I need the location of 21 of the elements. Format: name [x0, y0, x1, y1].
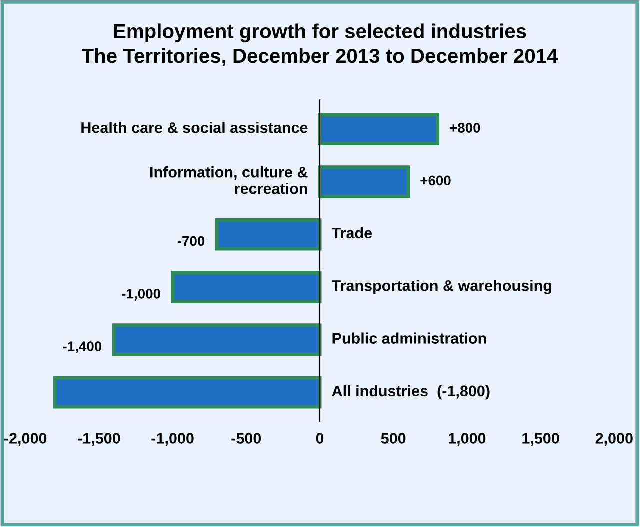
y-tick-label: Transportation & warehousing: [332, 280, 552, 294]
x-tick-label: 1,500: [522, 433, 560, 446]
y-tick-label: Public administration: [332, 332, 486, 344]
x-tick-label: -2,000: [4, 433, 47, 446]
chart-title: Employment growth for selected industries The Territories, December 2013 to December 2014: [82, 24, 558, 66]
x-tick-label: 2,000: [596, 433, 633, 446]
x-tick-label: -1,000: [152, 433, 194, 446]
data-label: -1,000: [122, 288, 160, 301]
data-label: +800: [450, 123, 480, 133]
data-label: -700: [178, 236, 205, 246]
y-tick-label: Health care & social assistance: [82, 122, 308, 134]
x-tick-label: -500: [232, 433, 262, 444]
y-tick-label: All industries (-1,800): [332, 385, 490, 400]
y-tick-label: Trade: [332, 227, 372, 239]
data-label: +600: [420, 176, 451, 186]
y-tick-label: Information, culture & recreation: [150, 166, 308, 194]
x-tick-label: -1,500: [78, 433, 120, 446]
x-tick-label: 1,000: [449, 433, 486, 446]
data-label: -1,400: [63, 342, 102, 354]
x-tick-label: 500: [381, 433, 406, 444]
x-tick-label: 0: [316, 433, 324, 444]
